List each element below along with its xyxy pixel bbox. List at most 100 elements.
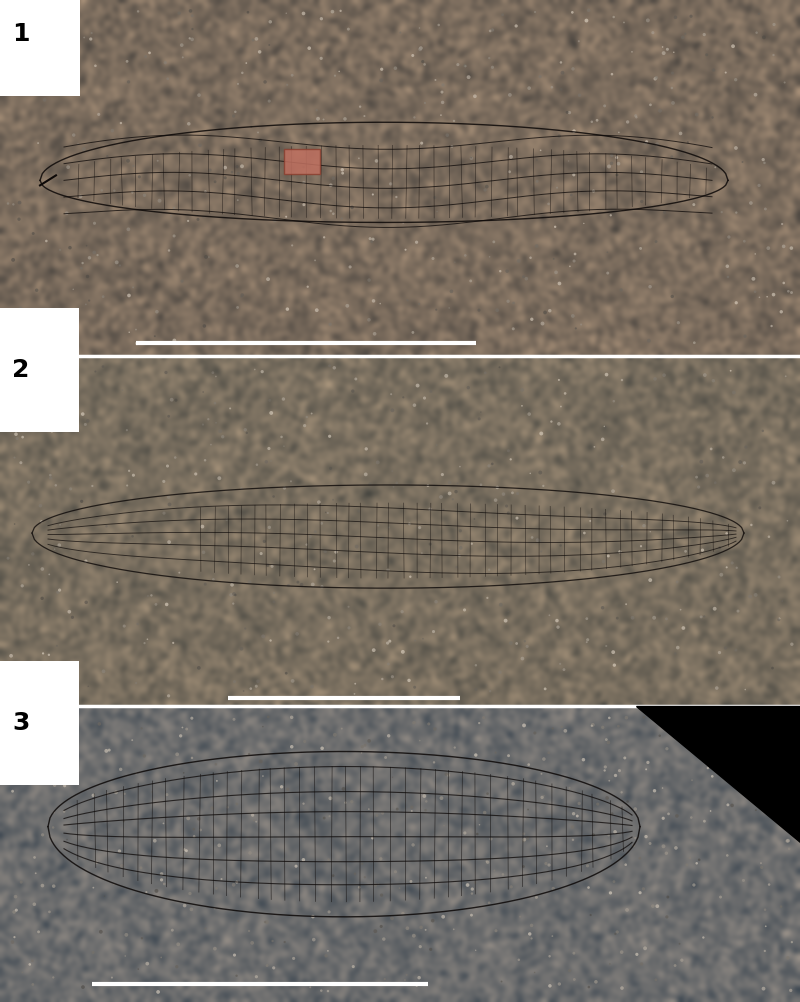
Point (281, 77, 294, 93)
Point (170, 392, 182, 408)
Point (526, 312, 538, 328)
Point (734, 454, 746, 470)
Point (213, 838, 226, 854)
Point (650, 709, 662, 725)
Point (598, 506, 611, 522)
Point (586, 114, 598, 130)
Point (607, 9, 620, 25)
Point (235, 158, 248, 174)
Point (214, 423, 226, 439)
Point (150, 304, 163, 320)
Point (101, 148, 114, 164)
Point (372, 877, 385, 893)
Point (750, 587, 762, 603)
Point (750, 803, 762, 819)
Point (300, 409, 313, 425)
Point (140, 884, 153, 900)
Point (316, 740, 329, 757)
Point (268, 585, 281, 601)
Point (721, 259, 734, 275)
Point (758, 902, 771, 918)
Point (784, 982, 797, 998)
Point (690, 469, 703, 485)
Point (342, 21, 354, 37)
Point (14, 455, 27, 471)
Point (47, 805, 60, 821)
Point (84, 31, 97, 47)
Point (670, 808, 683, 824)
Point (324, 177, 337, 193)
Point (62, 687, 74, 703)
Point (470, 747, 482, 764)
Point (61, 832, 74, 848)
Point (644, 97, 657, 113)
Point (685, 810, 698, 826)
Point (204, 162, 217, 178)
Point (364, 230, 377, 246)
Point (350, 538, 363, 554)
Point (46, 423, 58, 439)
Point (286, 709, 298, 725)
Point (113, 843, 126, 859)
Point (17, 360, 30, 376)
Point (744, 588, 757, 604)
Point (758, 943, 771, 959)
Point (34, 498, 47, 514)
Point (191, 211, 204, 227)
Point (484, 23, 497, 39)
Point (40, 233, 53, 249)
Point (503, 163, 516, 179)
Point (22, 474, 35, 490)
Point (546, 720, 559, 736)
Point (326, 492, 339, 508)
Point (133, 168, 146, 184)
Point (2, 550, 14, 566)
Point (481, 786, 494, 802)
Point (487, 233, 500, 249)
Point (730, 204, 742, 220)
Point (390, 189, 402, 205)
Point (706, 109, 719, 125)
Point (116, 382, 129, 398)
Point (526, 529, 538, 545)
Point (638, 518, 650, 534)
Point (34, 401, 47, 417)
Point (563, 259, 576, 275)
Point (550, 612, 563, 628)
Point (324, 317, 337, 333)
Point (220, 512, 233, 528)
Point (494, 664, 506, 680)
Point (134, 860, 147, 876)
Point (488, 863, 501, 879)
Point (644, 836, 657, 852)
Point (427, 623, 440, 639)
Point (183, 886, 196, 902)
Point (630, 946, 643, 962)
Point (517, 269, 530, 285)
Point (50, 409, 62, 425)
Point (413, 20, 426, 36)
Point (701, 468, 714, 484)
Point (210, 757, 222, 773)
Point (382, 562, 394, 578)
Point (115, 858, 128, 874)
Point (674, 601, 687, 617)
Point (627, 838, 640, 854)
Point (465, 907, 478, 923)
Point (611, 924, 624, 940)
Point (534, 68, 546, 84)
Point (173, 823, 186, 839)
Point (644, 572, 657, 588)
Point (236, 287, 249, 303)
Point (709, 159, 722, 175)
Point (349, 866, 362, 882)
Point (601, 244, 614, 261)
Point (566, 832, 579, 848)
Point (242, 4, 254, 20)
Point (248, 362, 261, 378)
Point (542, 857, 555, 873)
Point (408, 679, 421, 695)
Point (250, 678, 262, 694)
Point (567, 806, 580, 822)
Point (254, 545, 267, 561)
